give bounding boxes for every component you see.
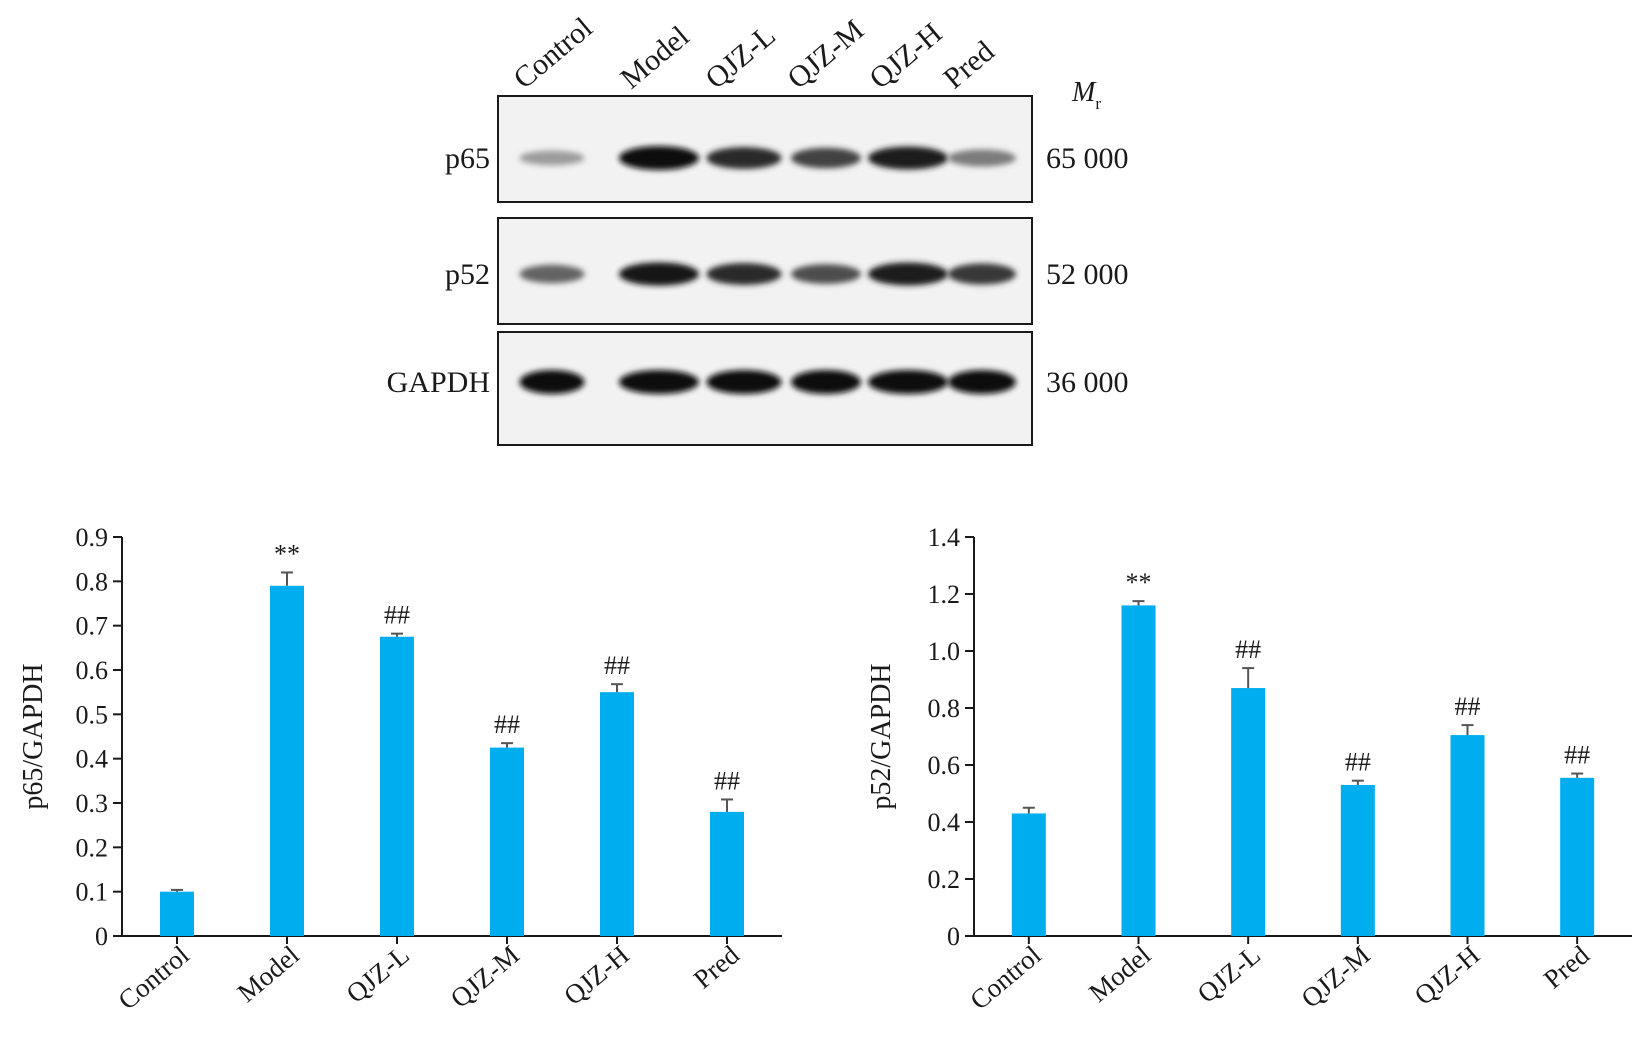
blot-band	[791, 370, 861, 394]
y-tick-label: 1.2	[928, 580, 961, 609]
blot-band	[948, 149, 1016, 167]
significance-marker: ##	[714, 766, 740, 795]
x-category-label: Control	[964, 940, 1046, 1016]
blot-band	[706, 263, 782, 285]
x-category-label: QJZ-M	[1296, 940, 1376, 1014]
blot-band	[791, 147, 861, 169]
blot-band	[619, 262, 699, 286]
blot-band	[868, 262, 948, 286]
blot-row-label: p52	[445, 258, 490, 291]
blot-band	[519, 370, 585, 394]
blot-lane-label: Pred	[937, 35, 1000, 96]
blot-band	[706, 147, 782, 169]
p65-bar-chart: 0 0.1 0.2 0.3 0.4 0.5 0.6 0.7 0.8 0.9 p65/GAPDH Con…	[18, 523, 782, 1016]
y-tick-label: 0.6	[928, 751, 961, 780]
blot-band	[706, 370, 782, 394]
significance-marker: ##	[1235, 635, 1261, 664]
bar	[270, 585, 304, 936]
significance-marker: ##	[1564, 741, 1590, 770]
y-axis-title: p52/GAPDH	[866, 663, 897, 809]
y-tick-label: 0.4	[76, 745, 109, 774]
significance-marker: **	[1126, 568, 1152, 597]
blot-band	[868, 146, 948, 170]
p52-bar-chart: 0 0.2 0.4 0.6 0.8 1.0 1.2 1.4 p52/GAPDH Control **…	[866, 523, 1632, 1016]
bar	[710, 811, 744, 936]
bar	[490, 747, 524, 936]
x-category-label: QJZ-L	[340, 940, 414, 1009]
molecular-weight-label: 65 000	[1046, 142, 1129, 175]
x-category-label: Model	[232, 940, 305, 1008]
y-tick-label: 0	[95, 922, 108, 951]
significance-marker: ##	[604, 651, 630, 680]
blot-band	[519, 264, 585, 284]
y-axis-title: p65/GAPDH	[18, 663, 49, 809]
x-category-label: QJZ-H	[558, 940, 635, 1011]
x-category-label: Model	[1083, 940, 1156, 1008]
blot-lane-label: QJZ-M	[781, 13, 870, 95]
significance-marker: ##	[384, 601, 410, 630]
bar	[1011, 813, 1046, 936]
significance-marker: **	[274, 539, 300, 568]
x-category-label: QJZ-L	[1192, 940, 1266, 1009]
blot-lane-label: QJZ-H	[863, 17, 948, 96]
y-tick-label: 0.3	[76, 789, 109, 818]
blot-band	[948, 263, 1016, 285]
x-category-label: Pred	[1538, 939, 1596, 994]
blot-row-label: p65	[445, 142, 490, 175]
bar	[160, 891, 194, 936]
x-category-label: Control	[112, 940, 194, 1016]
significance-marker: ##	[1345, 748, 1371, 777]
blot-band	[868, 370, 948, 394]
y-tick-label: 0.9	[76, 523, 109, 552]
blot-band	[619, 146, 699, 170]
y-tick-label: 0.6	[76, 656, 109, 685]
significance-marker: ##	[1455, 692, 1481, 721]
y-tick-label: 0.1	[76, 878, 109, 907]
x-category-label: QJZ-H	[1409, 940, 1486, 1011]
bar	[1560, 777, 1595, 936]
x-category-label: QJZ-M	[445, 940, 525, 1014]
y-tick-label: 0.8	[928, 694, 961, 723]
blot-band	[519, 150, 585, 166]
blot-lane-label: Control	[507, 11, 598, 95]
y-tick-label: 0.7	[76, 612, 109, 641]
y-tick-label: 0.2	[76, 833, 109, 862]
y-tick-label: 0.8	[76, 567, 109, 596]
blot-row-label: GAPDH	[387, 366, 490, 399]
y-tick-label: 0	[947, 922, 960, 951]
y-tick-label: 1.4	[928, 523, 961, 552]
y-tick-label: 1.0	[928, 637, 961, 666]
bar	[600, 692, 634, 936]
blot-band	[619, 370, 699, 394]
y-tick-label: 0.2	[928, 865, 961, 894]
blot-band	[791, 264, 861, 284]
significance-marker: ##	[494, 710, 520, 739]
bar	[1340, 784, 1375, 936]
bar	[1231, 688, 1266, 936]
y-tick-label: 0.5	[76, 700, 109, 729]
blot-band	[948, 370, 1016, 394]
y-tick-label: 0.4	[928, 808, 961, 837]
blot-lane-label: Model	[614, 20, 695, 96]
mr-header: Mr	[1071, 77, 1101, 113]
bar	[1450, 735, 1485, 936]
molecular-weight-label: 52 000	[1046, 258, 1129, 291]
molecular-weight-label: 36 000	[1046, 366, 1129, 399]
bar	[1121, 605, 1156, 936]
x-category-label: Pred	[688, 939, 746, 994]
blot-lane-label: QJZ-L	[699, 19, 781, 96]
bar	[380, 636, 414, 936]
